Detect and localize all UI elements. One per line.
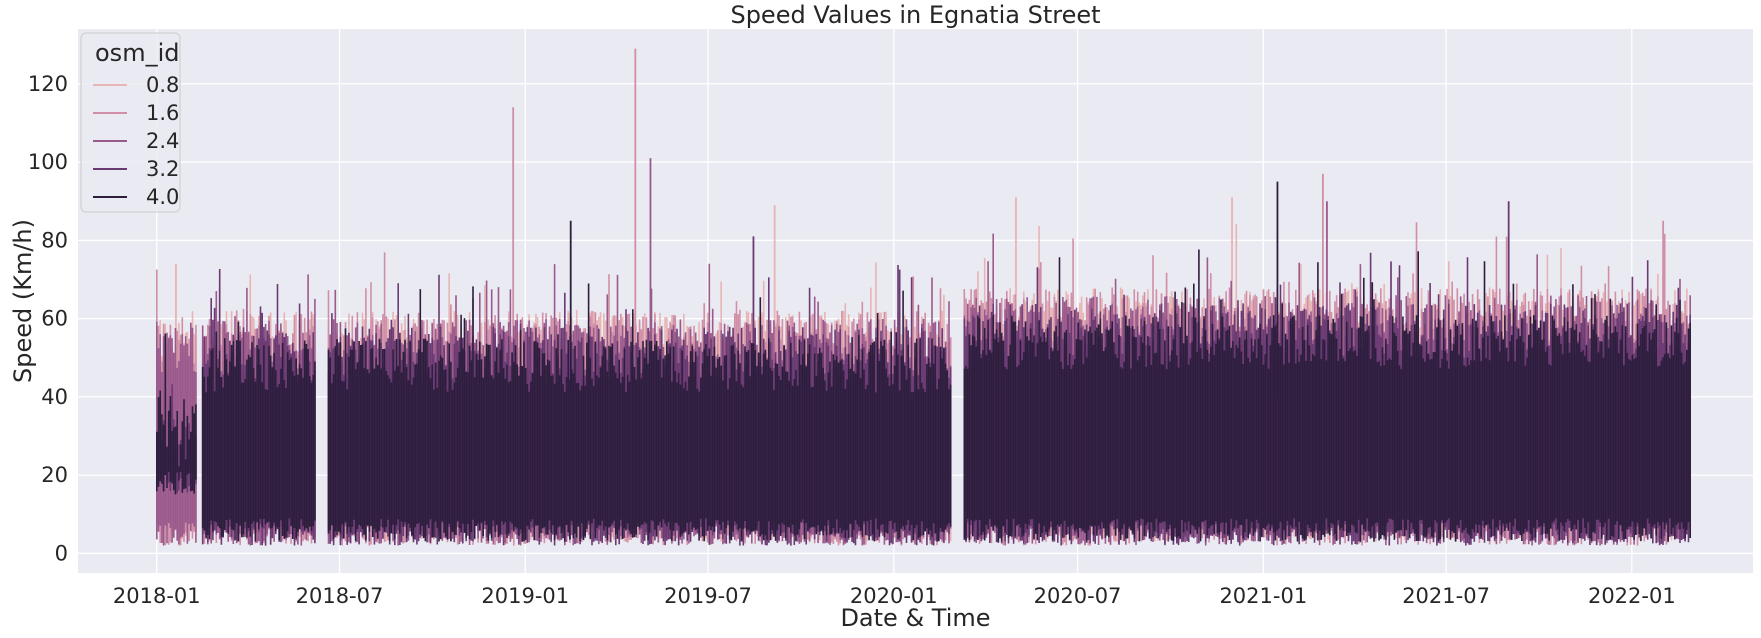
y-tick-label: 120 (28, 72, 68, 96)
x-tick-label: 2021-01 (1219, 584, 1307, 608)
y-tick-label: 40 (41, 385, 68, 409)
legend-label: 0.8 (146, 73, 179, 97)
legend: osm_id 0.8 1.6 2.4 3.2 4.0 (80, 32, 181, 213)
x-tick-label: 2020-07 (1034, 584, 1122, 608)
x-tick-label: 2019-07 (664, 584, 752, 608)
series-4.0-line (156, 249, 1691, 542)
legend-box (80, 32, 181, 213)
series-4.0 (156, 181, 1691, 542)
y-tick-labels: 0 20 40 60 80 100 120 (28, 72, 68, 566)
x-tick-labels: 2018-01 2018-07 2019-01 2019-07 2020-01 2020-… (113, 584, 1676, 608)
y-axis-title: Speed (Km/h) (9, 219, 37, 383)
legend-label: 4.0 (146, 185, 179, 209)
y-tick-label: 100 (28, 150, 68, 174)
x-tick-label: 2019-01 (481, 584, 569, 608)
y-tick-label: 80 (41, 228, 68, 252)
x-tick-label: 2018-01 (113, 584, 201, 608)
x-tick-label: 2018-07 (296, 584, 384, 608)
y-tick-label: 0 (55, 541, 68, 565)
x-axis-title: Date & Time (840, 604, 990, 632)
x-tick-label: 2020-01 (850, 584, 938, 608)
x-tick-label: 2021-07 (1402, 584, 1490, 608)
y-tick-label: 20 (41, 463, 68, 487)
legend-label: 1.6 (146, 101, 179, 125)
legend-title: osm_id (95, 39, 179, 67)
legend-entries: 0.8 1.6 2.4 3.2 4.0 (93, 73, 179, 209)
series-layer (156, 48, 1691, 546)
legend-label: 2.4 (146, 129, 179, 153)
chart-title: Speed Values in Egnatia Street (730, 1, 1100, 29)
legend-label: 3.2 (146, 157, 179, 181)
y-tick-label: 60 (41, 307, 68, 331)
x-tick-label: 2022-01 (1588, 584, 1676, 608)
